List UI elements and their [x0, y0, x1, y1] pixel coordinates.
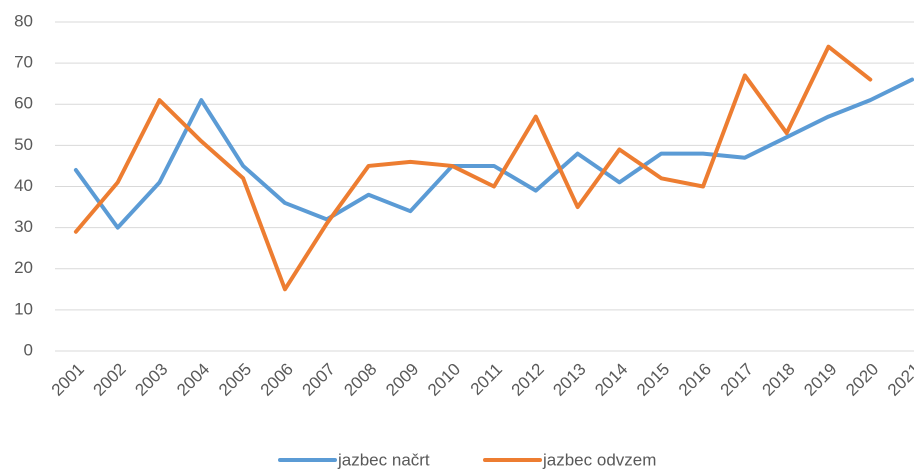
x-tick-label: 2003 [131, 360, 171, 400]
legend-label: jazbec odvzem [542, 450, 656, 469]
x-tick-label: 2004 [173, 360, 213, 400]
y-tick-label: 50 [14, 135, 33, 154]
x-tick-label: 2008 [340, 360, 380, 400]
x-tick-label: 2009 [382, 360, 422, 400]
x-tick-label: 2010 [424, 360, 464, 400]
x-tick-label: 2002 [90, 360, 130, 400]
series-line [73, 44, 873, 292]
y-tick-label: 10 [14, 299, 33, 318]
x-tick-label: 2005 [215, 360, 255, 400]
y-tick-label: 60 [14, 94, 33, 113]
x-tick-label: 2011 [467, 360, 506, 399]
series-line [73, 77, 914, 230]
x-tick-label: 2013 [549, 360, 589, 400]
y-tick-label: 0 [24, 340, 33, 359]
x-tick-label: 2015 [633, 360, 673, 400]
x-tick-label: 2018 [758, 360, 798, 400]
x-tick-label: 2012 [508, 360, 548, 400]
y-tick-label: 80 [14, 11, 33, 30]
x-tick-label: 2006 [257, 360, 297, 400]
x-tick-label: 2016 [675, 360, 715, 400]
x-tick-label: 2007 [299, 360, 339, 400]
x-tick-label: 2001 [48, 360, 88, 400]
x-tick-label: 2020 [842, 360, 882, 400]
legend-label: jazbec načrt [337, 450, 430, 469]
x-tick-label: 2019 [800, 360, 840, 400]
y-tick-label: 70 [14, 53, 33, 72]
x-tick-label: 2017 [717, 360, 757, 400]
x-tick-label: 2014 [591, 360, 631, 400]
y-tick-label: 30 [14, 217, 33, 236]
y-tick-label: 40 [14, 176, 33, 195]
x-tick-label: 2021 [884, 360, 914, 400]
y-tick-label: 20 [14, 258, 33, 277]
